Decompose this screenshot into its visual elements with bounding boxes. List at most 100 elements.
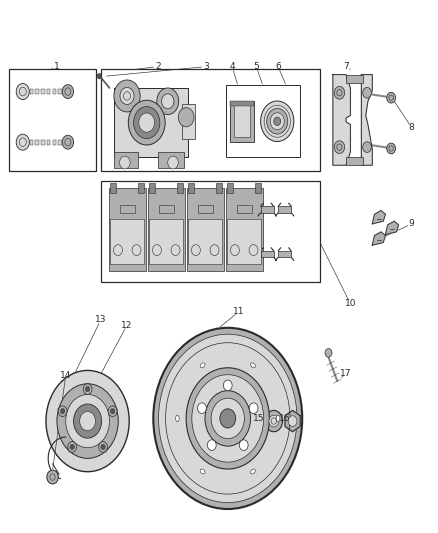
Text: 9: 9 [409,220,415,228]
Circle shape [157,88,179,115]
Bar [226,188,263,271]
Bar [47,89,50,94]
Text: 17: 17 [340,369,352,377]
Circle shape [288,416,297,426]
Circle shape [97,74,102,79]
Circle shape [363,142,371,152]
Text: 4: 4 [230,62,235,71]
Bar [261,251,274,257]
Ellipse shape [276,415,280,422]
Circle shape [208,440,216,450]
Circle shape [85,386,90,392]
Circle shape [70,445,74,450]
Bar [138,183,144,193]
Bar [226,85,300,157]
Bar [110,183,116,193]
Polygon shape [285,410,300,432]
Circle shape [101,445,105,450]
Circle shape [265,410,283,432]
Bar [188,183,194,193]
Text: 6: 6 [275,62,281,71]
Circle shape [223,380,232,391]
Circle shape [16,84,29,100]
Bar [278,251,291,257]
Circle shape [205,391,251,446]
Circle shape [66,394,110,448]
Circle shape [110,408,115,414]
Bar [47,140,50,145]
Bar [188,219,222,264]
Circle shape [198,403,206,414]
Ellipse shape [200,363,205,368]
Bar [230,101,254,106]
Bar [198,205,213,213]
Bar [109,188,146,271]
Circle shape [192,375,264,462]
Text: 12: 12 [121,321,133,329]
Circle shape [62,135,74,149]
Text: 11: 11 [233,308,244,316]
Circle shape [249,403,258,414]
Bar [158,152,184,168]
Circle shape [114,80,140,112]
Text: 13: 13 [95,316,106,324]
Bar [41,140,45,145]
Circle shape [139,113,155,132]
Circle shape [83,384,92,394]
Circle shape [334,141,345,154]
Circle shape [58,406,67,416]
Polygon shape [361,75,372,165]
Text: 1: 1 [54,62,60,71]
Bar [41,89,45,94]
Polygon shape [372,232,385,245]
Bar [35,140,39,145]
Circle shape [134,107,160,139]
Ellipse shape [251,469,255,474]
Circle shape [108,406,117,416]
Circle shape [74,404,102,438]
Circle shape [16,134,29,150]
Circle shape [261,101,294,142]
Circle shape [269,415,279,427]
Circle shape [325,349,332,357]
Bar [187,188,224,271]
Circle shape [211,398,244,439]
Bar [159,205,173,213]
Ellipse shape [200,469,205,474]
Bar [53,140,56,145]
Text: 8: 8 [409,124,415,132]
Circle shape [68,442,77,453]
Bar [227,219,261,264]
Circle shape [153,328,302,509]
Bar [216,183,222,193]
Bar [148,188,185,271]
Text: 10: 10 [345,300,356,308]
Bar [278,206,291,213]
Polygon shape [372,211,385,224]
Bar [346,157,363,165]
Bar [255,183,261,193]
Circle shape [239,440,248,450]
Circle shape [128,100,165,145]
Bar [53,89,56,94]
Circle shape [387,143,396,154]
Circle shape [363,87,371,98]
Bar [227,183,233,193]
Circle shape [120,156,130,169]
Bar [35,89,39,94]
Polygon shape [385,221,399,235]
Bar [261,206,274,213]
Circle shape [220,409,236,428]
Bar [58,140,62,145]
Bar [30,140,33,145]
Circle shape [162,94,174,109]
Circle shape [159,334,297,503]
Text: 3: 3 [203,62,209,71]
Text: 5: 5 [253,62,259,71]
Text: 16: 16 [279,414,290,423]
Text: 2: 2 [155,62,160,71]
Text: 15: 15 [253,414,264,423]
Circle shape [60,408,65,414]
Bar [58,89,62,94]
Bar [101,69,320,171]
